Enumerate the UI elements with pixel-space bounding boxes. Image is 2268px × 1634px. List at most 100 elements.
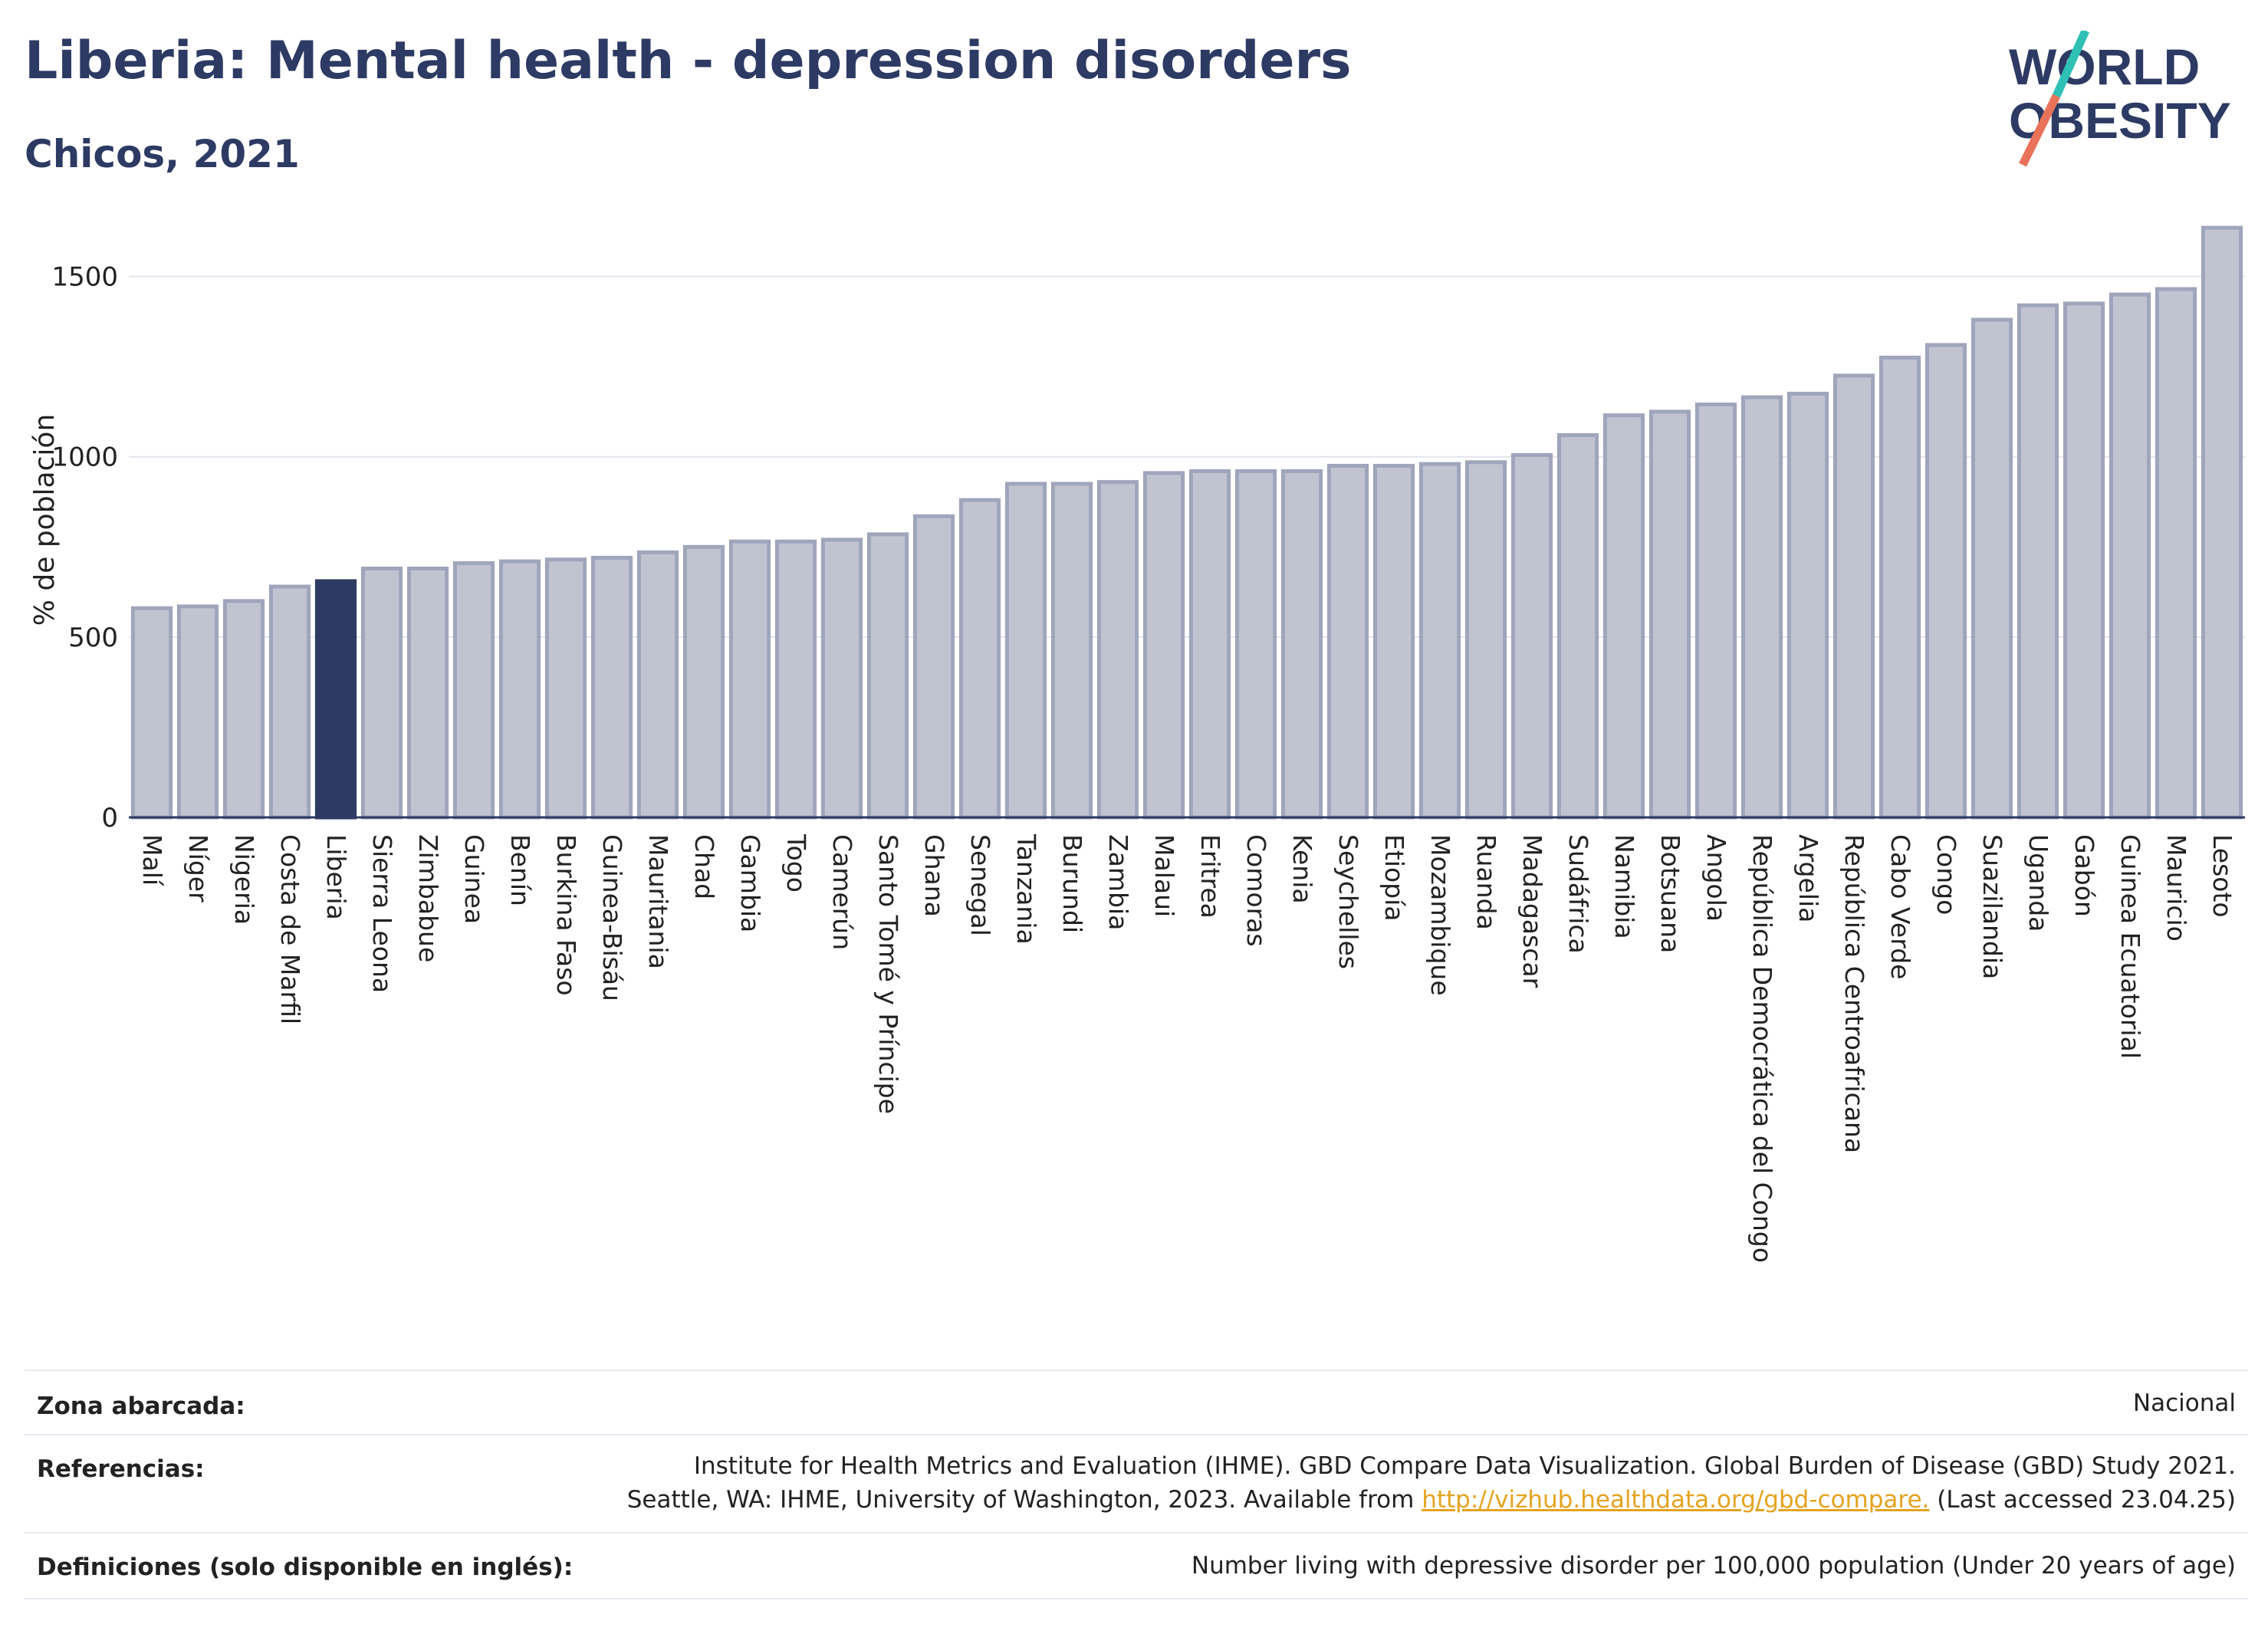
bar-mauricio — [2155, 287, 2197, 820]
meta-row-references: Referencias: Institute for Health Metric… — [25, 1434, 2248, 1534]
x-tick-label: Zambia — [1103, 834, 1133, 930]
bar-ruanda — [1464, 460, 1507, 820]
x-tick-label: Cabo Verde — [1885, 834, 1915, 979]
x-tick-label: Chad — [689, 834, 719, 899]
x-tick-label: Santo Tomé y Príncipe — [873, 834, 903, 1114]
x-tick-label: Malaui — [1149, 834, 1179, 917]
bar-madagascar — [1510, 452, 1553, 820]
bar-guinea-ecuatorial — [2109, 292, 2151, 820]
x-tick-label: Sudáfrica — [1563, 834, 1593, 954]
bar-guinea-bisáu — [590, 555, 633, 820]
x-tick-label: Ruanda — [1471, 834, 1501, 930]
x-tick-label: Togo — [781, 833, 811, 893]
coverage-value: Nacional — [2132, 1389, 2236, 1417]
x-tick-label: Níger — [183, 834, 213, 902]
bar-namibia — [1602, 413, 1645, 820]
x-tick-label: República Centroafricana — [1839, 834, 1869, 1153]
x-tick-label: Costa de Marfil — [275, 834, 305, 1024]
y-tick-label-500: 500 — [68, 623, 118, 653]
references-value: Institute for Health Metrics and Evaluat… — [627, 1449, 2236, 1517]
bar-camerún — [820, 538, 863, 820]
bar-botsuana — [1648, 409, 1691, 820]
x-tick-label: Etiopía — [1379, 834, 1409, 922]
x-tick-label: Benín — [505, 834, 535, 906]
references-line1: Institute for Health Metrics and Evaluat… — [693, 1452, 2236, 1480]
bar-burkina-faso — [544, 557, 587, 820]
y-tick-label-1000: 1000 — [51, 442, 118, 473]
x-tick-label: Lesoto — [2207, 834, 2237, 918]
bar-zambia — [1096, 480, 1139, 820]
logo-slash-top — [2052, 31, 2090, 98]
x-tick-label: Gambia — [735, 834, 765, 932]
x-tick-label: Argelia — [1793, 834, 1823, 922]
references-link[interactable]: http://vizhub.healthdata.org/gbd-compare… — [1422, 1486, 1930, 1514]
references-line2-pre: Seattle, WA: IHME, University of Washing… — [626, 1486, 1422, 1514]
x-tick-label: Nigeria — [229, 834, 259, 925]
x-tick-label: Burkina Faso — [551, 834, 581, 996]
x-tick-label: Mozambique — [1425, 834, 1455, 996]
x-tick-label: Ghana — [919, 834, 949, 917]
bar-mauritania — [636, 550, 679, 820]
x-tick-label: Eritrea — [1195, 834, 1225, 919]
bar-gabón — [2063, 301, 2105, 820]
x-tick-label: Seychelles — [1333, 834, 1363, 969]
x-tick-label: Tanzania — [1011, 833, 1041, 945]
logo-slash-bottom — [2019, 94, 2060, 167]
x-tick-label: Congo — [1931, 834, 1961, 915]
page-title: Liberia: Mental health - depression diso… — [25, 31, 1352, 91]
bar-cabo-verde — [1878, 355, 1921, 820]
bar-senegal — [958, 498, 1001, 820]
bar-lesoto — [2201, 225, 2243, 820]
x-tick-label: Uganda — [2023, 834, 2053, 932]
bar-malaui — [1142, 471, 1185, 820]
x-tick-label: Guinea Ecuatorial — [2115, 834, 2145, 1059]
bar-togo — [774, 539, 817, 820]
bar-etiopía — [1372, 463, 1415, 820]
x-tick-label: Suazilandia — [1977, 834, 2007, 979]
x-tick-label: Botsuana — [1655, 834, 1685, 953]
bar-uganda — [2017, 303, 2059, 820]
meta-row-definitions: Definiciones (solo disponible en inglés)… — [25, 1532, 2248, 1599]
x-tick-label: Angola — [1701, 834, 1731, 922]
references-line2: Seattle, WA: IHME, University of Washing… — [627, 1483, 2236, 1517]
bar-nigeria — [222, 599, 265, 820]
y-tick-label-0: 0 — [101, 803, 118, 833]
bar-chart: 0 500 1000 1500 % de población Malí Níger Niger… — [29, 225, 2245, 1263]
coverage-label: Zona abarcada: — [37, 1392, 245, 1420]
y-tick-label-1500: 1500 — [51, 262, 118, 293]
world-obesity-logo: WORLD OBESITY — [2009, 31, 2231, 167]
x-tick-label: Malí — [137, 834, 167, 887]
bar-costa-de-marfil — [268, 584, 311, 820]
bar-liberia — [314, 579, 357, 820]
bar-mozambique — [1418, 462, 1461, 820]
bar-chad — [682, 544, 725, 820]
bar-guinea — [452, 561, 495, 820]
x-tick-label: Mauritania — [643, 834, 673, 969]
x-tick-label: Mauricio — [2161, 834, 2191, 942]
meta-row-coverage: Zona abarcada: Nacional — [25, 1369, 2248, 1435]
x-tick-label: Kenia — [1287, 834, 1317, 904]
bar-seychelles — [1326, 463, 1369, 820]
bar-suazilandia — [1971, 317, 2013, 820]
x-tick-label: Burundi — [1057, 834, 1087, 933]
bar-ghana — [912, 514, 955, 820]
x-tick-label: Guinea-Bisáu — [597, 834, 627, 1001]
references-line2-post: (Last accessed 23.04.25) — [1929, 1486, 2236, 1514]
y-axis-label: % de población — [29, 414, 61, 626]
x-tick-label: Guinea — [459, 834, 489, 924]
bar-república-democrática-del-congo — [1740, 395, 1783, 820]
x-tick-label: Namibia — [1609, 834, 1639, 939]
bar-comoras — [1234, 469, 1277, 820]
page-subtitle: Chicos, 2021 — [25, 132, 300, 176]
bar-santo-tomé-y-príncipe — [866, 532, 909, 820]
bar-sudáfrica — [1556, 432, 1599, 820]
x-tick-label: Gabón — [2069, 834, 2099, 917]
bar-gambia — [728, 539, 771, 820]
x-tick-label: Senegal — [965, 834, 995, 936]
x-tick-label: República Democrática del Congo — [1747, 834, 1777, 1263]
definitions-value: Number living with depressive disorder p… — [1191, 1552, 2236, 1580]
logo-line1: WORLD — [2009, 38, 2200, 95]
bar-níger — [176, 604, 219, 820]
bar-república-centroafricana — [1832, 373, 1875, 820]
x-tick-label: Camerún — [827, 834, 857, 950]
